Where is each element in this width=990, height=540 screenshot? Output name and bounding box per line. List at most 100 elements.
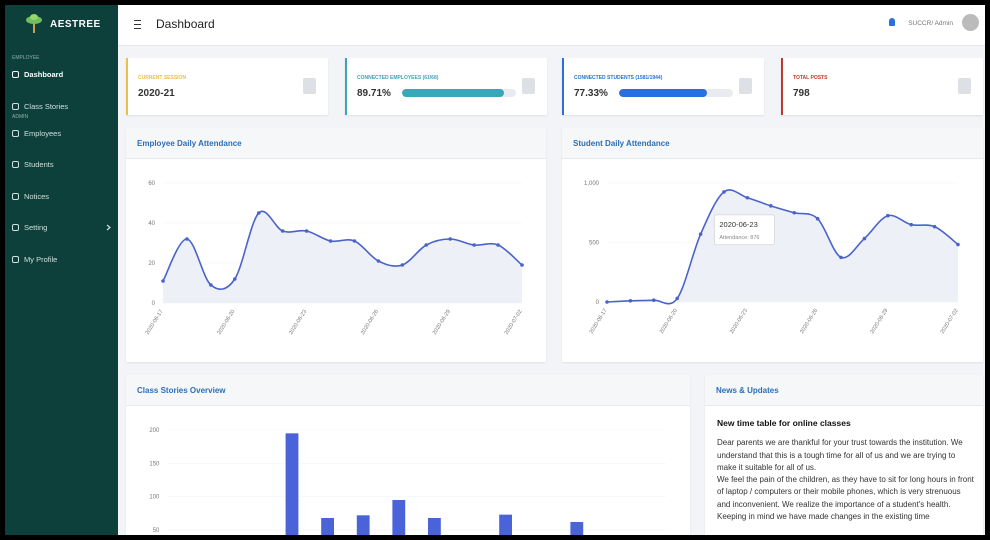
tooltip-box: [713, 214, 775, 246]
stat-card: TOTAL POSTS 798: [781, 58, 983, 115]
point: [909, 222, 913, 227]
class-stories-panel: Class Stories Overview 50 100 150 200: [126, 375, 690, 535]
bar: [570, 521, 584, 535]
point: [424, 243, 429, 247]
y-tick-label: 50: [153, 528, 160, 534]
nav-icon: [12, 161, 19, 168]
line: [162, 210, 523, 290]
point: [280, 229, 285, 233]
point: [722, 190, 726, 194]
point: [472, 243, 476, 247]
y-tick-label: 500: [589, 241, 600, 247]
x-tick-label: 2020-06-26: [360, 309, 380, 336]
notifications[interactable]: [889, 18, 895, 26]
point: [652, 298, 656, 303]
point: [932, 224, 937, 229]
point: [886, 213, 890, 218]
news-panel: News & Updates New time table for online…: [705, 375, 983, 535]
stat-card: CONNECTED EMPLOYEES (61/68) 89.71%: [345, 58, 547, 115]
nav-label: Employees: [24, 128, 62, 138]
nav-label: Dashboard: [24, 70, 64, 79]
x-tick-label: 2020-07-02: [940, 308, 960, 335]
y-tick-label: 1,000: [584, 181, 600, 187]
logo: [26, 14, 42, 33]
news-headline: New time table for online classes: [717, 418, 851, 428]
news-paragraph: Dear parents we are thankful for your tr…: [717, 438, 963, 472]
point: [209, 283, 213, 287]
menu-toggle[interactable]: [134, 20, 141, 29]
nav-icon: [12, 224, 19, 231]
tooltip-title: 2020-06-23: [719, 220, 757, 229]
avatar[interactable]: [962, 14, 979, 31]
point: [839, 255, 843, 260]
point: [448, 237, 453, 241]
stat-label: TOTAL POSTS: [793, 75, 828, 81]
point: [698, 232, 703, 236]
y-tick-label: 150: [149, 461, 160, 467]
x-tick-label: 2020-06-29: [432, 309, 452, 336]
stat-card: CONNECTED STUDENTS (1581/1944) 77.33%: [562, 58, 764, 115]
area: [163, 211, 522, 303]
y-tick-label: 60: [148, 181, 155, 187]
bar: [499, 514, 513, 535]
chevron: [106, 224, 111, 231]
point: [233, 277, 237, 281]
nav-item[interactable]: Employees: [12, 129, 112, 138]
card-icon: [739, 78, 752, 94]
y-tick-label: 0: [152, 301, 156, 307]
panel-header: Student Daily Attendance: [562, 128, 983, 159]
tooltip: 2020-06-23 Attendance: 876: [713, 214, 775, 246]
point: [352, 239, 357, 243]
nav-item[interactable]: Dashboard: [12, 70, 112, 79]
stat-value: 77.33%: [574, 88, 608, 99]
nav-item[interactable]: My Profile: [12, 255, 112, 264]
point: [956, 242, 960, 247]
stat-label: CONNECTED EMPLOYEES (61/68): [357, 75, 439, 81]
progress-track: [619, 89, 733, 97]
nav-icon: [12, 255, 19, 263]
panel-title: Class Stories Overview: [137, 386, 226, 395]
chart: 50 100 150 200: [149, 428, 666, 535]
bar: [392, 499, 406, 535]
nav-item[interactable]: Notices: [12, 192, 112, 201]
brand: AESTREE: [50, 19, 101, 30]
nav-icon: [12, 129, 19, 137]
y-tick-label: 20: [148, 261, 155, 267]
point: [815, 216, 820, 221]
sidebar: AESTREE EMPLOYEE Dashboard Class Stories AD…: [5, 5, 118, 535]
x-tick-label: 2020-07-02: [504, 309, 524, 336]
x-tick-label: 2020-06-17: [145, 309, 165, 336]
bar: [427, 517, 441, 535]
panel-header: Class Stories Overview: [126, 375, 690, 406]
nav-icon: [12, 192, 19, 200]
y-tick-label: 0: [596, 300, 600, 306]
news-paragraph: We feel the pain of the children, as the…: [717, 475, 974, 522]
x-tick-label: 2020-06-17: [589, 308, 609, 335]
stat-label: CONNECTED STUDENTS (1581/1944): [574, 75, 663, 81]
nav-item[interactable]: Students: [12, 160, 112, 169]
panel-title: News & Updates: [716, 386, 779, 395]
point: [328, 239, 333, 243]
nav-label: Class Stories: [24, 101, 69, 111]
point: [376, 259, 381, 263]
chart: 0 20 40 60 2020-06-17 2020-06-20 2020-06-23 202…: [145, 181, 524, 336]
stat-label: CURRENT SESSION: [138, 75, 187, 81]
point: [161, 279, 165, 283]
x-tick-label: 2020-06-23: [729, 308, 749, 335]
y-tick-label: 200: [149, 428, 160, 434]
nav-item[interactable]: Class Stories: [12, 102, 112, 111]
page-title: Dashboard: [156, 17, 215, 31]
header: Dashboard SUCCR/ Admin: [118, 5, 985, 46]
panel-header: Employee Daily Attendance: [126, 128, 546, 159]
x-tick-label: 2020-06-29: [869, 308, 889, 335]
chevron-path: [106, 224, 111, 231]
employee-chart-panel: Employee Daily Attendance 0 20 40 60 2020-06…: [126, 128, 546, 362]
card-icon: [522, 78, 535, 94]
student-chart-panel: Student Daily Attendance 0 500 1,000 2020-0…: [562, 128, 983, 362]
nav-icon: [12, 71, 19, 78]
user-name[interactable]: SUCCR/ Admin: [908, 20, 953, 27]
nav-item[interactable]: Setting: [12, 223, 112, 232]
panel-header: News & Updates: [705, 375, 983, 406]
